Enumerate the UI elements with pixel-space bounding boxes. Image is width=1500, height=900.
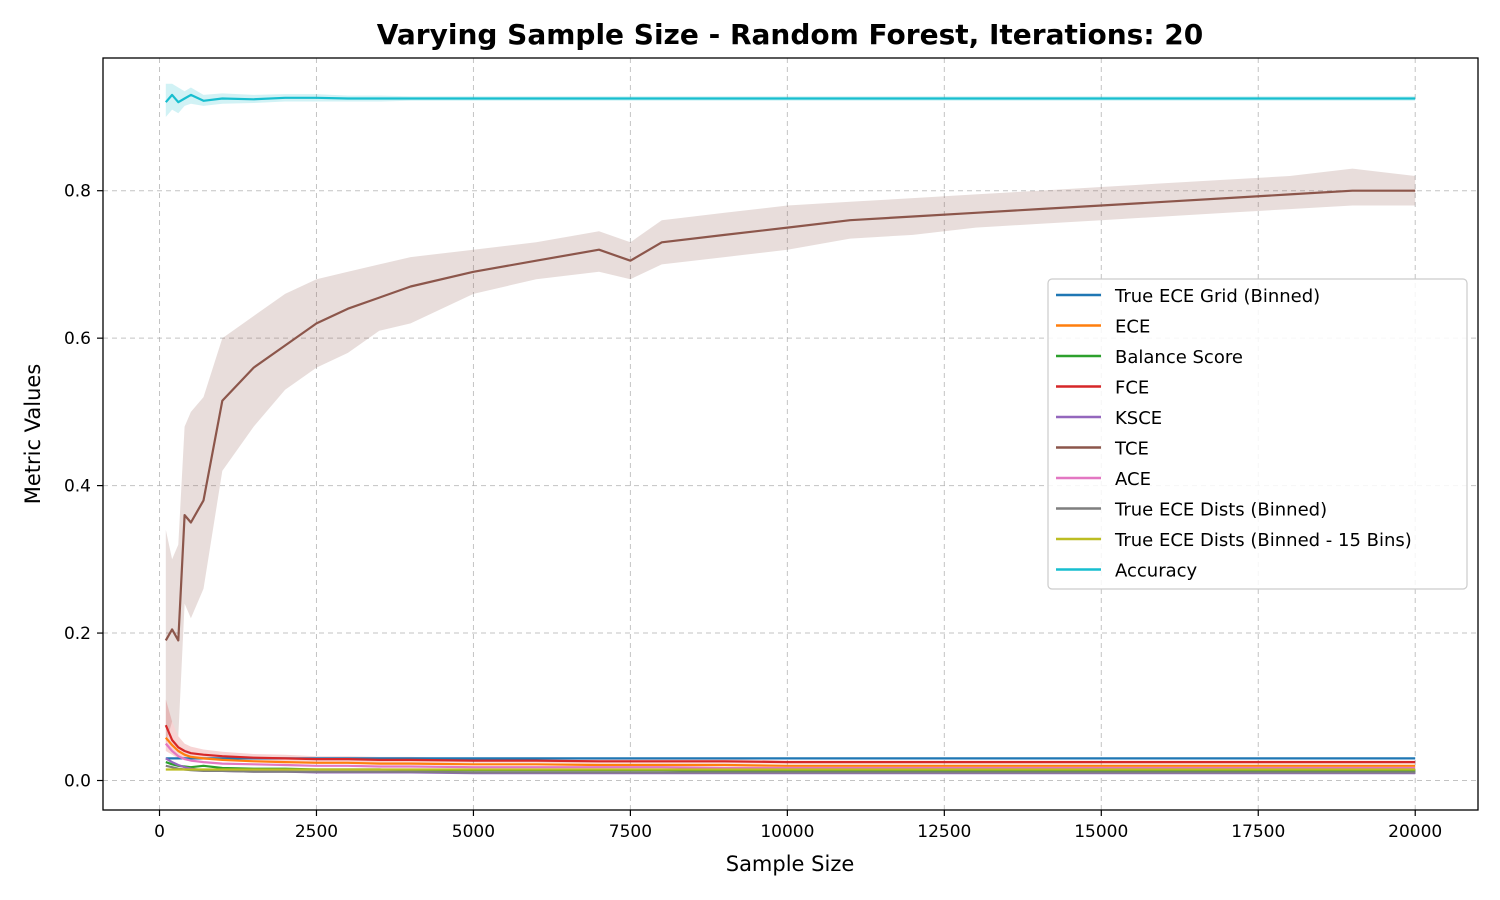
- legend-items: True ECE Grid (Binned) ECE Balance Score FC…: [1056, 286, 1412, 582]
- band-accuracy: [165, 83, 1416, 117]
- y-axis-label: Metric Values: [21, 364, 45, 505]
- confidence-bands: [165, 83, 1416, 764]
- x-tick-label: 0: [154, 822, 165, 842]
- y-tick-label: 0.2: [64, 624, 91, 644]
- band-fce: [165, 699, 1416, 764]
- series-line-accuracy: [164, 93, 1416, 104]
- legend: True ECE Grid (Binned) ECE Balance Score FC…: [1047, 278, 1468, 590]
- x-tick-label: 7500: [609, 822, 652, 842]
- x-tick-label: 20000: [1388, 822, 1442, 842]
- series-line-fce: [164, 724, 1416, 764]
- legend-label: True ECE Grid (Binned): [1114, 286, 1320, 307]
- series-line-tce: [164, 189, 1416, 642]
- legend-label: ECE: [1115, 317, 1150, 338]
- y-tick-label: 0.4: [64, 477, 91, 497]
- x-tick-label: 12500: [917, 822, 971, 842]
- series-line-true-ece-dists-binned-: [165, 764, 1416, 774]
- series-lines: [164, 93, 1416, 775]
- series-line-ace: [164, 742, 1416, 770]
- x-tick-label: 17500: [1231, 822, 1285, 842]
- series-line-ece: [164, 736, 1416, 767]
- legend-label: ACE: [1115, 469, 1151, 490]
- y-tick-label: 0.0: [64, 772, 91, 792]
- x-tick-label: 5000: [452, 822, 495, 842]
- legend-label: True ECE Dists (Binned): [1114, 500, 1327, 521]
- x-tick-label: 2500: [295, 822, 338, 842]
- x-axis-label: Sample Size: [726, 852, 855, 876]
- chart-title: Varying Sample Size - Random Forest, Ite…: [377, 18, 1203, 51]
- x-tick-label: 10000: [760, 822, 814, 842]
- legend-label: True ECE Dists (Binned - 15 Bins): [1114, 530, 1412, 551]
- x-tick-label: 15000: [1074, 822, 1128, 842]
- legend-label: KSCE: [1115, 408, 1162, 429]
- legend-label: Balance Score: [1115, 347, 1243, 368]
- legend-box: [1047, 278, 1468, 590]
- y-tick-label: 0.6: [64, 329, 91, 349]
- x-axis-ticks: 0 2500 5000 7500 10000 12500 15000 17500 20000: [154, 810, 1442, 842]
- y-tick-label: 0.8: [64, 182, 91, 202]
- plot-area-frame: [102, 57, 1479, 811]
- legend-label: Accuracy: [1115, 561, 1198, 582]
- legend-label: FCE: [1115, 378, 1149, 399]
- y-axis-ticks: 0.0 0.2 0.4 0.6 0.8: [64, 182, 103, 792]
- legend-label: TCE: [1114, 439, 1149, 460]
